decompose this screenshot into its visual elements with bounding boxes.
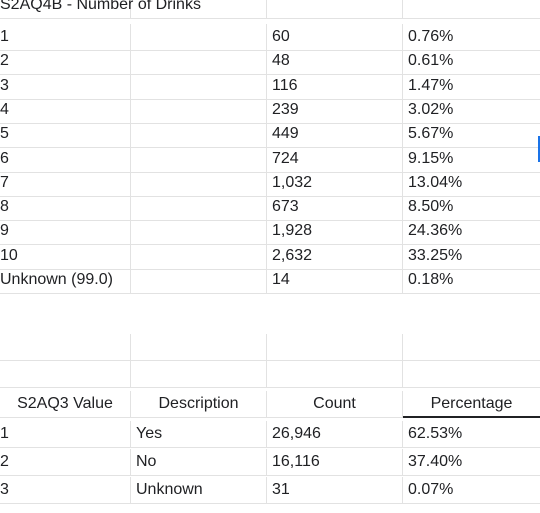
cell-count[interactable]: 449 <box>267 121 403 148</box>
selection-edge <box>538 136 540 162</box>
cell-description[interactable] <box>131 218 267 245</box>
cell-percentage[interactable]: 33.25% <box>408 246 463 264</box>
header-value[interactable]: S2AQ3 Value <box>0 391 131 417</box>
cell-empty[interactable] <box>267 361 403 387</box>
cell-value[interactable]: 2 <box>0 48 131 75</box>
table-row: 3 Unknown 31 0.07% <box>0 477 540 504</box>
cell-percentage[interactable]: 37.40% <box>408 453 463 470</box>
cell-percentage[interactable]: 8.50% <box>408 198 454 216</box>
table-row: 3 116 1.47% <box>0 72 540 100</box>
cell-empty[interactable] <box>0 334 131 360</box>
cell-description[interactable] <box>131 242 267 269</box>
cell-value[interactable]: 6 <box>0 145 131 172</box>
empty-row <box>0 334 540 361</box>
cell-description[interactable] <box>131 145 267 172</box>
cell-count[interactable]: 2,632 <box>267 242 403 269</box>
cell-percentage[interactable]: 0.76% <box>408 28 454 45</box>
cell-count[interactable]: 60 <box>267 24 403 50</box>
cell-empty[interactable] <box>403 334 540 360</box>
cell-description[interactable] <box>131 72 267 99</box>
table-row: 2 No 16,116 37.40% <box>0 449 540 476</box>
header-count[interactable]: Count <box>267 391 403 417</box>
cell-count[interactable]: 31 <box>267 477 403 503</box>
table-row: 5 449 5.67% <box>0 121 540 149</box>
cell-description[interactable] <box>131 267 267 293</box>
empty-row <box>0 361 540 388</box>
table-row: 10 2,632 33.25% <box>0 242 540 270</box>
cell-percentage[interactable]: 0.07% <box>408 481 454 498</box>
cell-count[interactable]: 673 <box>267 194 403 221</box>
cell-description[interactable] <box>131 24 267 50</box>
table-row: 1 60 0.76% <box>0 24 540 51</box>
cell-empty[interactable] <box>131 334 267 360</box>
table-row: 7 1,032 13.04% <box>0 169 540 197</box>
cell-description[interactable] <box>131 169 267 196</box>
cell-description[interactable]: Yes <box>131 421 267 447</box>
cell-value[interactable]: 1 <box>0 24 131 50</box>
table-row: 6 724 9.15% <box>0 145 540 173</box>
cell-count[interactable]: 26,946 <box>267 421 403 447</box>
table2-header-row: S2AQ3 Value Description Count Percentage <box>0 391 540 418</box>
cell-count[interactable]: 14 <box>267 267 403 293</box>
cell-count[interactable]: 16,116 <box>267 449 403 475</box>
cell-empty[interactable] <box>403 0 540 18</box>
cell-description[interactable] <box>131 48 267 75</box>
cell-empty[interactable] <box>267 0 403 18</box>
cell-empty[interactable] <box>403 361 540 387</box>
cell-value[interactable]: 5 <box>0 121 131 148</box>
header-percentage[interactable]: Percentage <box>403 391 540 418</box>
cell-value[interactable]: 7 <box>0 169 131 196</box>
cell-empty[interactable] <box>131 0 267 18</box>
cell-empty[interactable] <box>0 361 131 387</box>
cell-value[interactable]: 2 <box>0 449 131 475</box>
table-row: 4 239 3.02% <box>0 96 540 124</box>
cell-empty[interactable] <box>131 361 267 387</box>
cell-value[interactable]: Unknown (99.0) <box>0 267 131 293</box>
cell-description[interactable] <box>131 194 267 221</box>
header-description[interactable]: Description <box>131 391 267 417</box>
cell-value[interactable]: 10 <box>0 242 131 269</box>
cell-percentage[interactable]: 0.61% <box>408 52 454 70</box>
table-row: 1 Yes 26,946 62.53% <box>0 421 540 448</box>
table-row: 8 673 8.50% <box>0 194 540 222</box>
cell-percentage[interactable]: 62.53% <box>408 425 463 442</box>
cell-count[interactable]: 1,032 <box>267 169 403 196</box>
cell-count[interactable]: 724 <box>267 145 403 172</box>
cell-value[interactable]: 3 <box>0 477 131 503</box>
cell-percentage[interactable]: 3.02% <box>408 100 454 118</box>
cell-description[interactable] <box>131 121 267 148</box>
cell-count[interactable]: 48 <box>267 48 403 75</box>
table-row: 2 48 0.61% <box>0 48 540 76</box>
cell-value[interactable]: 9 <box>0 218 131 245</box>
table1-title[interactable]: S2AQ4B - Number of Drinks <box>0 0 201 18</box>
cell-count[interactable]: 239 <box>267 96 403 123</box>
cell-percentage[interactable]: 9.15% <box>408 149 454 167</box>
cell-value[interactable]: 4 <box>0 96 131 123</box>
cell-count[interactable]: 116 <box>267 72 403 99</box>
cell-value[interactable]: 3 <box>0 72 131 99</box>
cell-value[interactable]: 1 <box>0 421 131 447</box>
table-row: 9 1,928 24.36% <box>0 218 540 246</box>
cell-description[interactable]: Unknown <box>131 477 267 503</box>
cell-percentage[interactable]: 24.36% <box>408 222 463 240</box>
cell-empty[interactable] <box>267 334 403 360</box>
cell-description[interactable] <box>131 96 267 123</box>
cell-percentage[interactable]: 1.47% <box>408 76 454 94</box>
cell-percentage[interactable]: 5.67% <box>408 125 454 143</box>
cell-percentage[interactable]: 0.18% <box>408 271 454 288</box>
cell-percentage[interactable]: 13.04% <box>408 173 463 191</box>
cell-value[interactable]: 8 <box>0 194 131 221</box>
table1-title-row: S2AQ4B - Number of Drinks <box>0 0 540 19</box>
table-row: Unknown (99.0) 14 0.18% <box>0 267 540 294</box>
cell-count[interactable]: 1,928 <box>267 218 403 245</box>
cell-description[interactable]: No <box>131 449 267 475</box>
